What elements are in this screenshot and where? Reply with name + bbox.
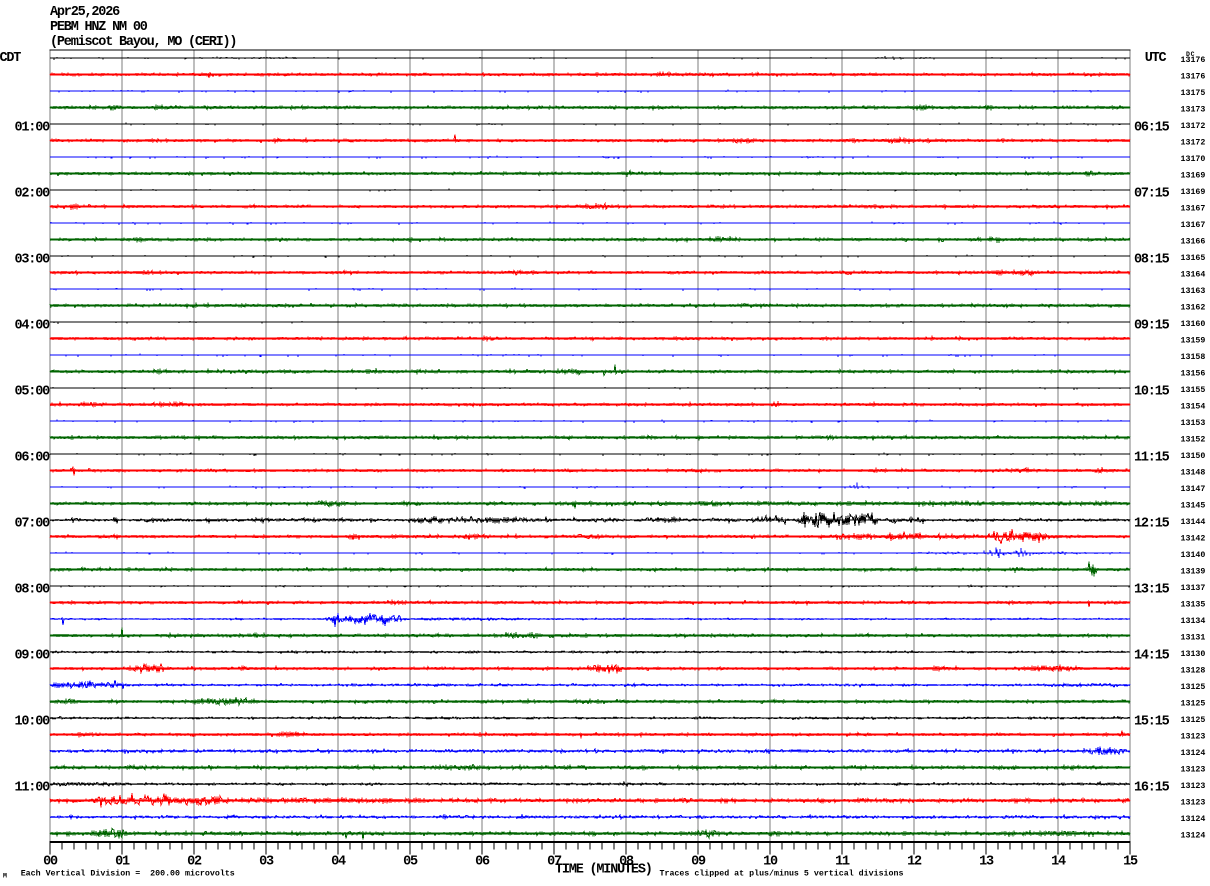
svg-text:11:15: 11:15 — [1134, 451, 1170, 466]
svg-text:UTC: UTC — [1145, 51, 1167, 66]
svg-text:05: 05 — [403, 855, 418, 870]
svg-text:13134: 13134 — [1181, 617, 1206, 626]
svg-text:14:15: 14:15 — [1134, 649, 1170, 664]
svg-text:13:15: 13:15 — [1134, 583, 1170, 598]
svg-text:02:00: 02:00 — [14, 187, 50, 202]
svg-text:13165: 13165 — [1181, 254, 1206, 263]
svg-text:15:15: 15:15 — [1134, 715, 1170, 730]
svg-text:08:00: 08:00 — [14, 583, 50, 598]
svg-text:03:00: 03:00 — [14, 253, 50, 268]
svg-text:13144: 13144 — [1181, 518, 1206, 527]
svg-text:13123: 13123 — [1181, 733, 1206, 742]
svg-text:09:15: 09:15 — [1134, 319, 1170, 334]
svg-text:13125: 13125 — [1181, 700, 1206, 709]
svg-text:13158: 13158 — [1181, 353, 1206, 362]
svg-text:13124: 13124 — [1181, 832, 1206, 841]
svg-text:03: 03 — [259, 855, 274, 870]
svg-text:13123: 13123 — [1181, 766, 1206, 775]
svg-text:CDT: CDT — [0, 51, 21, 66]
svg-text:12:15: 12:15 — [1134, 517, 1170, 532]
svg-text:07: 07 — [547, 855, 562, 870]
svg-text:13123: 13123 — [1181, 799, 1206, 808]
svg-text:06: 06 — [475, 855, 490, 870]
svg-text:13166: 13166 — [1181, 238, 1206, 247]
svg-text:13123: 13123 — [1181, 782, 1206, 791]
svg-text:TIME (MINUTES): TIME (MINUTES) — [555, 863, 652, 878]
svg-text:04:00: 04:00 — [14, 319, 50, 334]
svg-text:13160: 13160 — [1181, 320, 1206, 329]
svg-text:13159: 13159 — [1181, 337, 1206, 346]
svg-text:13147: 13147 — [1181, 485, 1206, 494]
svg-text:13164: 13164 — [1181, 271, 1206, 280]
svg-text:Traces clipped at plus/minus 5: Traces clipped at plus/minus 5 vertical … — [660, 869, 904, 879]
svg-text:M: M — [3, 873, 7, 880]
svg-text:09:00: 09:00 — [14, 649, 50, 664]
svg-text:14: 14 — [1051, 855, 1066, 870]
svg-text:13125: 13125 — [1181, 716, 1206, 725]
svg-text:08: 08 — [619, 855, 634, 870]
svg-text:13162: 13162 — [1181, 304, 1206, 313]
svg-text:15: 15 — [1123, 855, 1138, 870]
svg-text:13135: 13135 — [1181, 601, 1206, 610]
svg-text:13145: 13145 — [1181, 502, 1206, 511]
svg-text:13172: 13172 — [1181, 122, 1206, 131]
svg-text:13170: 13170 — [1181, 155, 1206, 164]
svg-text:13169: 13169 — [1181, 188, 1206, 197]
svg-text:07:15: 07:15 — [1134, 187, 1170, 202]
svg-text:06:15: 06:15 — [1134, 121, 1170, 136]
svg-text:Each Vertical Division = 200.: Each Vertical Division = 200.00 microvol… — [21, 869, 235, 879]
svg-text:13124: 13124 — [1181, 749, 1206, 758]
svg-text:13142: 13142 — [1181, 535, 1206, 544]
svg-text:13152: 13152 — [1181, 436, 1206, 445]
svg-text:13139: 13139 — [1181, 568, 1206, 577]
svg-text:13176: 13176 — [1181, 56, 1206, 65]
svg-text:16:15: 16:15 — [1134, 781, 1170, 796]
svg-text:10: 10 — [763, 855, 778, 870]
svg-text:01: 01 — [115, 855, 130, 870]
svg-text:13173: 13173 — [1181, 106, 1206, 115]
svg-text:09: 09 — [691, 855, 706, 870]
svg-text:00: 00 — [43, 855, 58, 870]
svg-text:13175: 13175 — [1181, 89, 1206, 98]
svg-text:05:00: 05:00 — [14, 385, 50, 400]
svg-text:Apr25,2026: Apr25,2026 — [50, 5, 120, 20]
svg-text:13150: 13150 — [1181, 452, 1206, 461]
svg-text:13167: 13167 — [1181, 221, 1206, 230]
svg-text:04: 04 — [331, 855, 346, 870]
svg-text:01:00: 01:00 — [14, 121, 50, 136]
svg-text:13148: 13148 — [1181, 469, 1206, 478]
svg-text:13154: 13154 — [1181, 403, 1206, 412]
svg-text:06:00: 06:00 — [14, 451, 50, 466]
svg-text:13124: 13124 — [1181, 815, 1206, 824]
svg-text:13: 13 — [979, 855, 994, 870]
svg-text:13125: 13125 — [1181, 683, 1206, 692]
svg-text:10:00: 10:00 — [14, 715, 50, 730]
svg-text:02: 02 — [187, 855, 202, 870]
svg-text:13128: 13128 — [1181, 667, 1206, 676]
svg-text:13137: 13137 — [1181, 584, 1206, 593]
svg-text:13140: 13140 — [1181, 551, 1206, 560]
svg-text:13163: 13163 — [1181, 287, 1206, 296]
svg-text:07:00: 07:00 — [14, 517, 50, 532]
svg-text:12: 12 — [907, 855, 922, 870]
svg-text:13176: 13176 — [1181, 73, 1206, 82]
svg-text:13130: 13130 — [1181, 650, 1206, 659]
svg-text:11: 11 — [835, 855, 850, 870]
svg-text:13131: 13131 — [1181, 634, 1206, 643]
svg-text:13167: 13167 — [1181, 205, 1206, 214]
svg-text:13153: 13153 — [1181, 419, 1206, 428]
svg-text:13172: 13172 — [1181, 139, 1206, 148]
svg-text:13169: 13169 — [1181, 172, 1206, 181]
svg-text:13155: 13155 — [1181, 386, 1206, 395]
svg-text:DC: DC — [1186, 51, 1195, 58]
svg-text:11:00: 11:00 — [14, 781, 50, 796]
svg-text:10:15: 10:15 — [1134, 385, 1170, 400]
svg-text:(Pemiscot Bayou, MO (CERI)): (Pemiscot Bayou, MO (CERI)) — [50, 35, 236, 50]
svg-text:08:15: 08:15 — [1134, 253, 1170, 268]
svg-text:PEBM HNZ NM 00: PEBM HNZ NM 00 — [50, 20, 148, 35]
svg-text:13156: 13156 — [1181, 370, 1206, 379]
